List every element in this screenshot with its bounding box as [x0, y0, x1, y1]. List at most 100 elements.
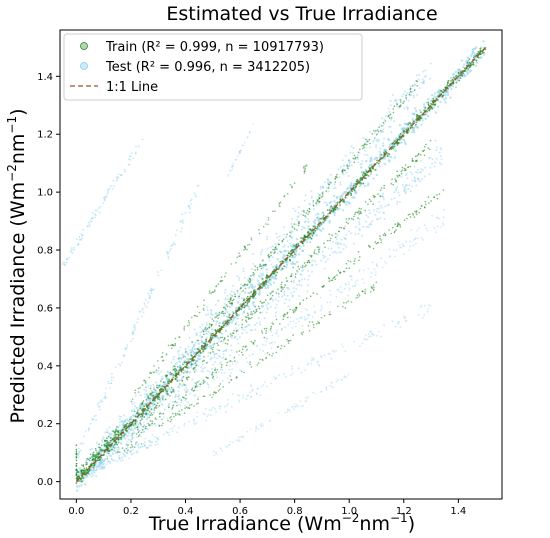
train-point — [463, 70, 466, 72]
train-point — [127, 449, 129, 452]
train-point — [297, 224, 300, 227]
test-point — [369, 172, 373, 176]
train-point — [361, 144, 364, 147]
test-point — [367, 182, 370, 185]
test-point — [109, 454, 112, 458]
test-point — [348, 164, 351, 167]
test-point — [90, 469, 93, 472]
train-point — [213, 342, 216, 345]
train-point — [442, 88, 445, 91]
test-point — [304, 319, 306, 321]
test-point — [282, 233, 285, 236]
test-point — [386, 204, 389, 207]
train-point — [294, 306, 297, 309]
test-point — [104, 396, 107, 399]
test-point — [252, 123, 254, 125]
test-point — [300, 316, 303, 318]
test-point — [139, 404, 142, 408]
x-tick-label: 1.0 — [341, 506, 357, 517]
train-point — [231, 299, 234, 302]
test-point — [104, 431, 107, 434]
train-point — [409, 165, 412, 168]
test-point — [246, 136, 249, 139]
test-point — [137, 318, 139, 321]
train-point — [158, 424, 161, 427]
test-point — [436, 216, 439, 219]
test-point — [405, 240, 408, 243]
test-point — [308, 274, 310, 277]
test-point — [236, 394, 239, 396]
test-point — [94, 469, 97, 472]
test-point — [101, 465, 104, 468]
test-point — [285, 236, 288, 239]
train-point — [153, 409, 156, 411]
test-point — [153, 435, 156, 438]
test-point — [232, 162, 235, 165]
train-point — [418, 115, 421, 118]
train-point — [141, 384, 144, 386]
train-point — [289, 184, 292, 186]
test-point — [417, 313, 420, 316]
train-point — [172, 369, 174, 371]
test-point — [178, 364, 182, 367]
test-point — [416, 177, 419, 180]
train-point — [203, 333, 205, 336]
test-point — [423, 75, 426, 78]
test-point — [415, 74, 418, 77]
test-point — [254, 324, 257, 326]
train-point — [335, 233, 337, 235]
train-point — [227, 300, 230, 303]
test-point — [375, 210, 378, 213]
test-point — [291, 231, 294, 233]
test-point — [91, 417, 93, 420]
train-point — [149, 420, 152, 422]
test-point — [193, 192, 196, 195]
test-point — [207, 383, 210, 386]
test-point — [151, 288, 154, 291]
train-point — [316, 322, 318, 325]
test-point — [118, 415, 121, 418]
train-point — [432, 97, 435, 100]
train-point — [174, 337, 177, 340]
test-point — [307, 278, 310, 281]
train-point — [286, 254, 289, 257]
test-point — [111, 459, 114, 462]
test-point — [106, 455, 109, 458]
train-point — [186, 325, 189, 327]
test-point — [129, 415, 133, 419]
train-point — [164, 374, 167, 377]
test-point — [266, 271, 269, 274]
train-point — [162, 422, 164, 425]
test-point — [90, 469, 93, 472]
test-point — [403, 253, 406, 255]
train-point — [266, 274, 268, 277]
test-point — [251, 353, 254, 356]
train-point — [253, 289, 255, 292]
test-point — [182, 222, 185, 224]
train-point — [409, 126, 412, 129]
test-point — [427, 308, 430, 310]
test-point — [248, 354, 251, 357]
train-point — [220, 366, 223, 369]
train-point — [318, 197, 321, 199]
train-point — [106, 446, 109, 448]
test-point — [247, 305, 250, 308]
test-point — [339, 183, 342, 186]
test-point — [64, 263, 66, 266]
train-point — [141, 412, 144, 414]
test-point — [78, 447, 80, 450]
test-point — [122, 452, 125, 455]
train-point — [377, 193, 379, 195]
train-point — [226, 343, 229, 345]
test-point — [192, 350, 195, 353]
test-point — [260, 305, 263, 308]
test-point — [369, 330, 372, 333]
test-point — [200, 339, 204, 343]
train-point — [204, 380, 206, 383]
train-point — [134, 420, 137, 423]
test-point — [380, 335, 382, 338]
test-point — [334, 186, 337, 189]
train-point — [469, 62, 472, 65]
test-point — [195, 363, 198, 366]
test-point — [283, 290, 286, 293]
